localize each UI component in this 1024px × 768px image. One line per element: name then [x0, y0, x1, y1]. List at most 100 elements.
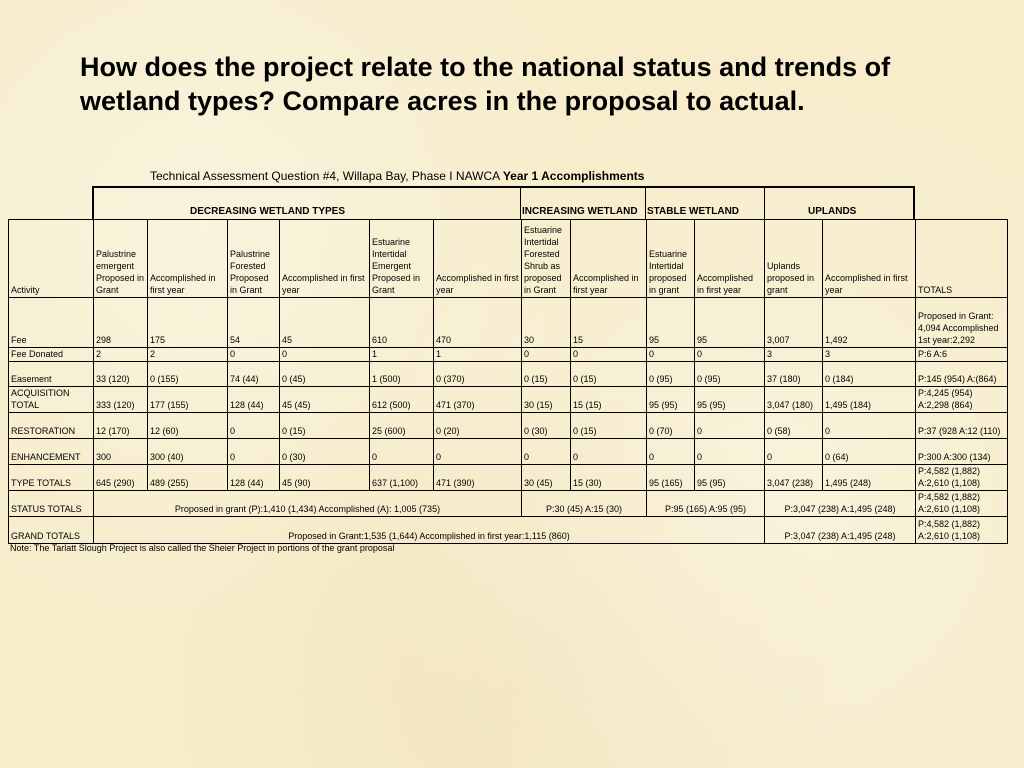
table-row: ACQUISITION TOTAL 333 (120) 177 (155) 12…: [8, 386, 1008, 413]
totals-cell: P:300 A:300 (134): [915, 438, 1008, 465]
table-cell: 645 (290): [93, 464, 148, 491]
table-cell: 637 (1,100): [369, 464, 434, 491]
col-header: Uplands proposed in grant: [764, 219, 823, 298]
col-header: Estuarine Intertidal Forested Shrub as p…: [521, 219, 571, 298]
table-cell: 3,047 (238): [764, 464, 823, 491]
group-stable: STABLE WETLAND: [647, 206, 740, 217]
table-cell: 1,495 (248): [822, 464, 916, 491]
table-cell: 0: [279, 347, 370, 362]
table-cell: 0 (370): [433, 361, 522, 387]
group-decreasing: DECREASING WETLAND TYPES: [190, 206, 346, 217]
row-label: GRAND TOTALS: [8, 516, 94, 544]
col-header: Estuarine Intertidal Emergent Proposed i…: [369, 219, 434, 298]
group-divider: [764, 186, 765, 220]
table-cell: 0: [570, 347, 647, 362]
table-cell: 74 (44): [227, 361, 280, 387]
table-cell: 0 (95): [694, 361, 765, 387]
group-increasing: INCREASING WETLAND: [522, 206, 638, 217]
row-label: STATUS TOTALS: [8, 490, 94, 517]
grand-totals-row: GRAND TOTALS Proposed in Grant:1,535 (1,…: [8, 516, 1008, 544]
table-cell: 95: [694, 297, 765, 348]
table-cell: 0: [822, 412, 916, 439]
col-header: TOTALS: [915, 219, 1008, 298]
table-cell: 0: [694, 412, 765, 439]
status-uplands: P:3,047 (238) A:1,495 (248): [764, 490, 916, 517]
table-cell: 612 (500): [369, 386, 434, 413]
grand-wetlands: Proposed in Grant:1,535 (1,644) Accompli…: [93, 516, 765, 544]
table-row: TYPE TOTALS 645 (290) 489 (255) 128 (44)…: [8, 464, 1008, 491]
status-decreasing: Proposed in grant (P):1,410 (1,434) Acco…: [93, 490, 522, 517]
table-cell: 3,047 (180): [764, 386, 823, 413]
row-label: Fee Donated: [8, 347, 94, 362]
row-label: ACQUISITION TOTAL: [8, 386, 94, 413]
slide-title: How does the project relate to the natio…: [80, 52, 891, 116]
totals-cell: P:145 (954) A:(864): [915, 361, 1008, 387]
col-header: Accomplished in first year: [279, 219, 370, 298]
table-cell: 45 (90): [279, 464, 370, 491]
table-cell: 0 (58): [764, 412, 823, 439]
col-header: Palustrine emergent Proposed in Grant: [93, 219, 148, 298]
table-cell: 95 (95): [694, 386, 765, 413]
table-cell: 0 (15): [279, 412, 370, 439]
table-cell: 128 (44): [227, 464, 280, 491]
table-cell: 45: [279, 297, 370, 348]
table-cell: 333 (120): [93, 386, 148, 413]
col-header: Accomplished in first year: [433, 219, 522, 298]
row-label: Fee: [8, 297, 94, 348]
table-cell: 37 (180): [764, 361, 823, 387]
table-cell: 3,007: [764, 297, 823, 348]
table-cell: 15 (30): [570, 464, 647, 491]
table-cell: 0: [694, 347, 765, 362]
table-cell: 54: [227, 297, 280, 348]
table-cell: 25 (600): [369, 412, 434, 439]
table-row: Fee 298 175 54 45 610 470 30 15 95 95 3,…: [8, 297, 1008, 348]
table-cell: 1: [369, 347, 434, 362]
table-cell: 1: [433, 347, 522, 362]
table-cell: 2: [147, 347, 228, 362]
table-cell: 45 (45): [279, 386, 370, 413]
col-header: Accomplished in first year: [147, 219, 228, 298]
table-cell: 1 (500): [369, 361, 434, 387]
table-cell: 0: [433, 438, 522, 465]
table-cell: 610: [369, 297, 434, 348]
table-cell: 300 (40): [147, 438, 228, 465]
group-divider: [520, 186, 521, 220]
table-cell: 0: [521, 347, 571, 362]
caption-bold: Year 1 Accomplishments: [502, 169, 645, 183]
table-cell: 471 (370): [433, 386, 522, 413]
group-header-bar: [92, 186, 915, 220]
col-header: Estuarine Intertidal proposed in grant: [646, 219, 695, 298]
table-row: RESTORATION 12 (170) 12 (60) 0 0 (15) 25…: [8, 412, 1008, 439]
table-cell: 3: [822, 347, 916, 362]
totals-cell: P:4,582 (1,882) A:2,610 (1,108): [915, 464, 1008, 491]
table-cell: 298: [93, 297, 148, 348]
totals-cell: P:4,245 (954) A:2,298 (864): [915, 386, 1008, 413]
table-cell: 0 (45): [279, 361, 370, 387]
table-cell: 0: [570, 438, 647, 465]
col-header: Accomplished in first year: [694, 219, 765, 298]
table-cell: 12 (170): [93, 412, 148, 439]
table-cell: 177 (155): [147, 386, 228, 413]
table-caption: Technical Assessment Question #4, Willap…: [150, 169, 644, 183]
table-cell: 0: [521, 438, 571, 465]
table-cell: 95: [646, 297, 695, 348]
table-cell: 30 (45): [521, 464, 571, 491]
table-cell: 300: [93, 438, 148, 465]
table-row: Fee Donated 2 2 0 0 1 1 0 0 0 0 3 3 P:6 …: [8, 347, 1008, 362]
table-cell: 470: [433, 297, 522, 348]
table-cell: 95 (95): [646, 386, 695, 413]
header-row: Activity Palustrine emergent Proposed in…: [8, 219, 1008, 298]
table-cell: 0 (15): [521, 361, 571, 387]
col-header: Palustrine Forested Proposed in Grant: [227, 219, 280, 298]
table-cell: 3: [764, 347, 823, 362]
col-header: Accomplished in first year: [822, 219, 916, 298]
table-cell: 0 (15): [570, 412, 647, 439]
status-increasing: P:30 (45) A:15 (30): [521, 490, 647, 517]
totals-cell: Proposed in Grant: 4,094 Accomplished 1s…: [915, 297, 1008, 348]
table-cell: 0 (30): [279, 438, 370, 465]
table-cell: 0: [227, 347, 280, 362]
table-cell: 0: [646, 438, 695, 465]
table-cell: 33 (120): [93, 361, 148, 387]
table-cell: 0: [646, 347, 695, 362]
table-cell: 12 (60): [147, 412, 228, 439]
